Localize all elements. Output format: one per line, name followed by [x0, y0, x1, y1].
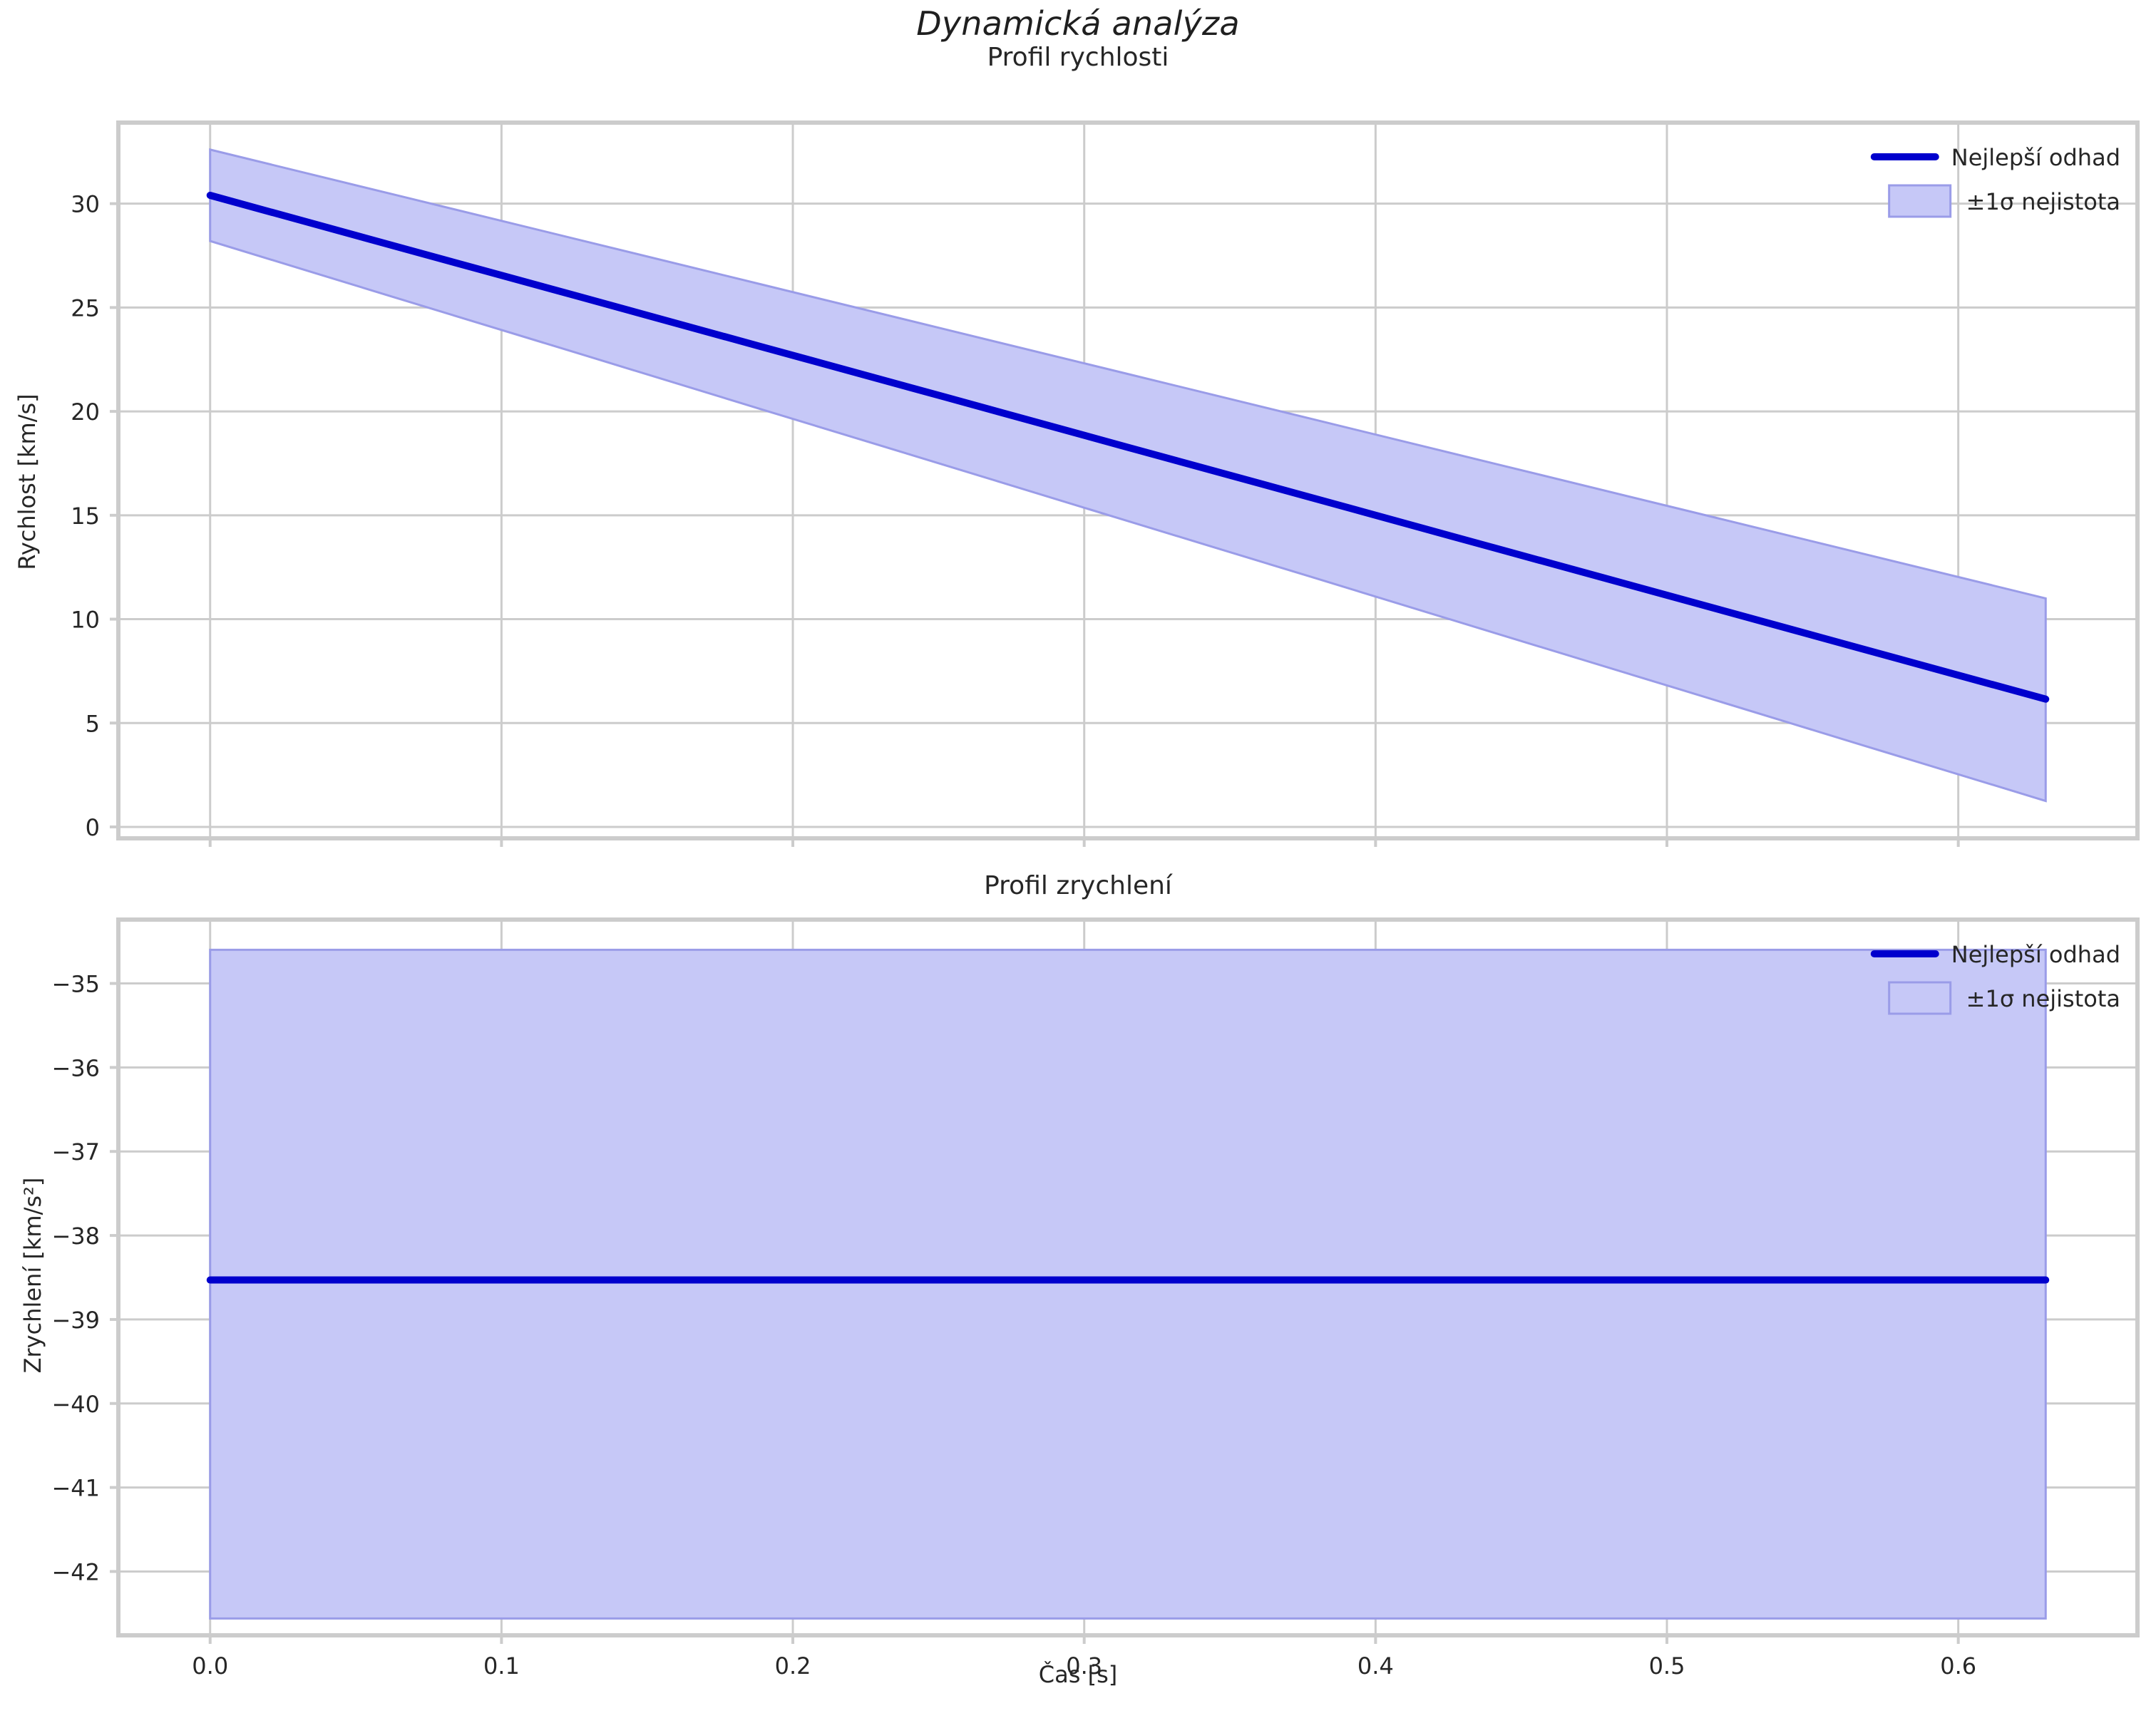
velocity-legend: Nejlepší odhad ±1σ nejistota [1870, 144, 2120, 218]
legend-label-1: Nejlepší odhad [1951, 144, 2120, 171]
figure-suptitle: Dynamická analýza [916, 4, 1240, 43]
velocity-y-tick-label: 25 [71, 294, 100, 322]
velocity-y-tick-label: 0 [86, 814, 100, 841]
velocity-y-tick-label: 10 [71, 607, 100, 634]
legend-label-2: ±1σ nejistota [1966, 188, 2120, 215]
velocity-y-tick-label: 20 [71, 398, 100, 426]
velocity-y-tick-label: 15 [71, 503, 100, 530]
shared-x-axis-label: Čas [s] [1038, 1661, 1118, 1688]
velocity-y-tick-label: 5 [86, 710, 100, 737]
legend-patch-swatch [1888, 184, 1952, 218]
velocity-y-tick-label: 30 [71, 191, 100, 218]
velocity-axes-title: Profil rychlosti [987, 43, 1169, 72]
acceleration-axes-title: Profil zrychlení [984, 871, 1172, 900]
